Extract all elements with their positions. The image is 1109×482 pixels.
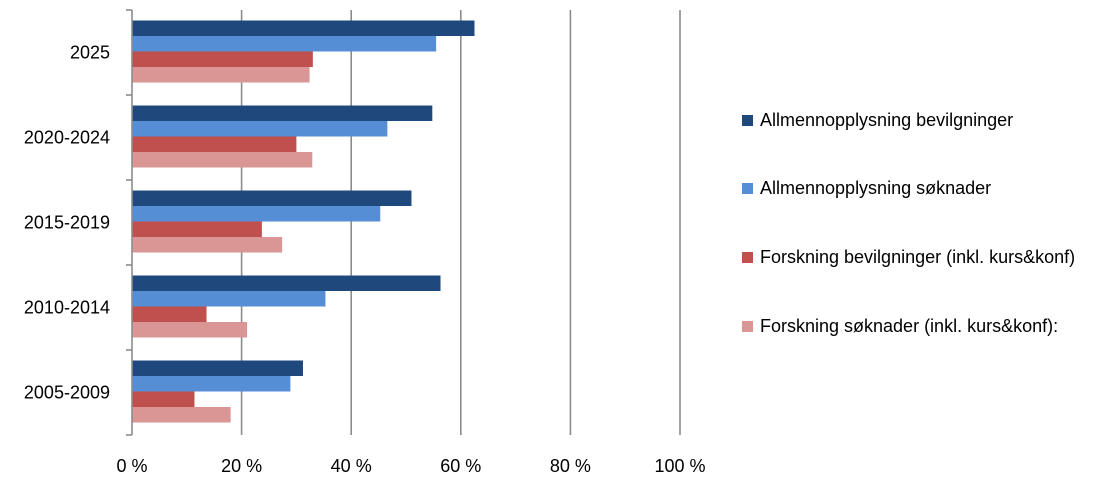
legend-swatch [742, 183, 753, 194]
y-tick-label: 2010-2014 [24, 298, 110, 318]
bar [132, 136, 297, 152]
x-tick-label: 80 % [550, 456, 591, 476]
x-tick-label: 100 % [654, 456, 705, 476]
legend-label: Forskning bevilgninger (inkl. kurs&konf) [760, 247, 1076, 267]
legend-swatch [742, 115, 753, 126]
legend-swatch [742, 252, 753, 263]
bar [132, 275, 441, 291]
bar [132, 322, 248, 338]
bar [132, 221, 262, 237]
bar [132, 407, 231, 423]
bar [132, 237, 283, 253]
legend-label: Allmennopplysning søknader [760, 178, 992, 198]
legend-item: Forskning bevilgninger (inkl. kurs&konf) [742, 245, 1105, 270]
x-tick-label: 20 % [221, 456, 262, 476]
bar [132, 291, 326, 307]
bar [132, 206, 381, 222]
x-tick-label: 40 % [331, 456, 372, 476]
bar [132, 376, 291, 392]
legend-item: Allmennopplysning søknader [742, 176, 1105, 201]
bar [132, 67, 310, 83]
bar [132, 391, 195, 407]
y-tick-label: 2025 [70, 43, 110, 63]
bar [132, 121, 388, 137]
bar [132, 51, 313, 67]
x-tick-label: 0 % [116, 456, 147, 476]
legend-label: Forskning søknader (inkl. kurs&konf): [760, 316, 1059, 336]
legend-label: Allmennopplysning bevilgninger [760, 110, 1014, 130]
bar [132, 190, 412, 206]
legend-swatch [742, 321, 753, 332]
y-tick-label: 2020-2024 [24, 128, 110, 148]
y-tick-label: 2015-2019 [24, 213, 110, 233]
bar [132, 306, 207, 322]
bar [132, 152, 313, 168]
y-tick-label: 2005-2009 [24, 383, 110, 403]
x-tick-label: 60 % [440, 456, 481, 476]
legend-item: Forskning søknader (inkl. kurs&konf): [742, 314, 1105, 339]
bar [132, 105, 433, 121]
bar [132, 360, 303, 376]
bar [132, 20, 475, 36]
legend-item: Allmennopplysning bevilgninger [742, 108, 1105, 133]
bar [132, 36, 437, 52]
